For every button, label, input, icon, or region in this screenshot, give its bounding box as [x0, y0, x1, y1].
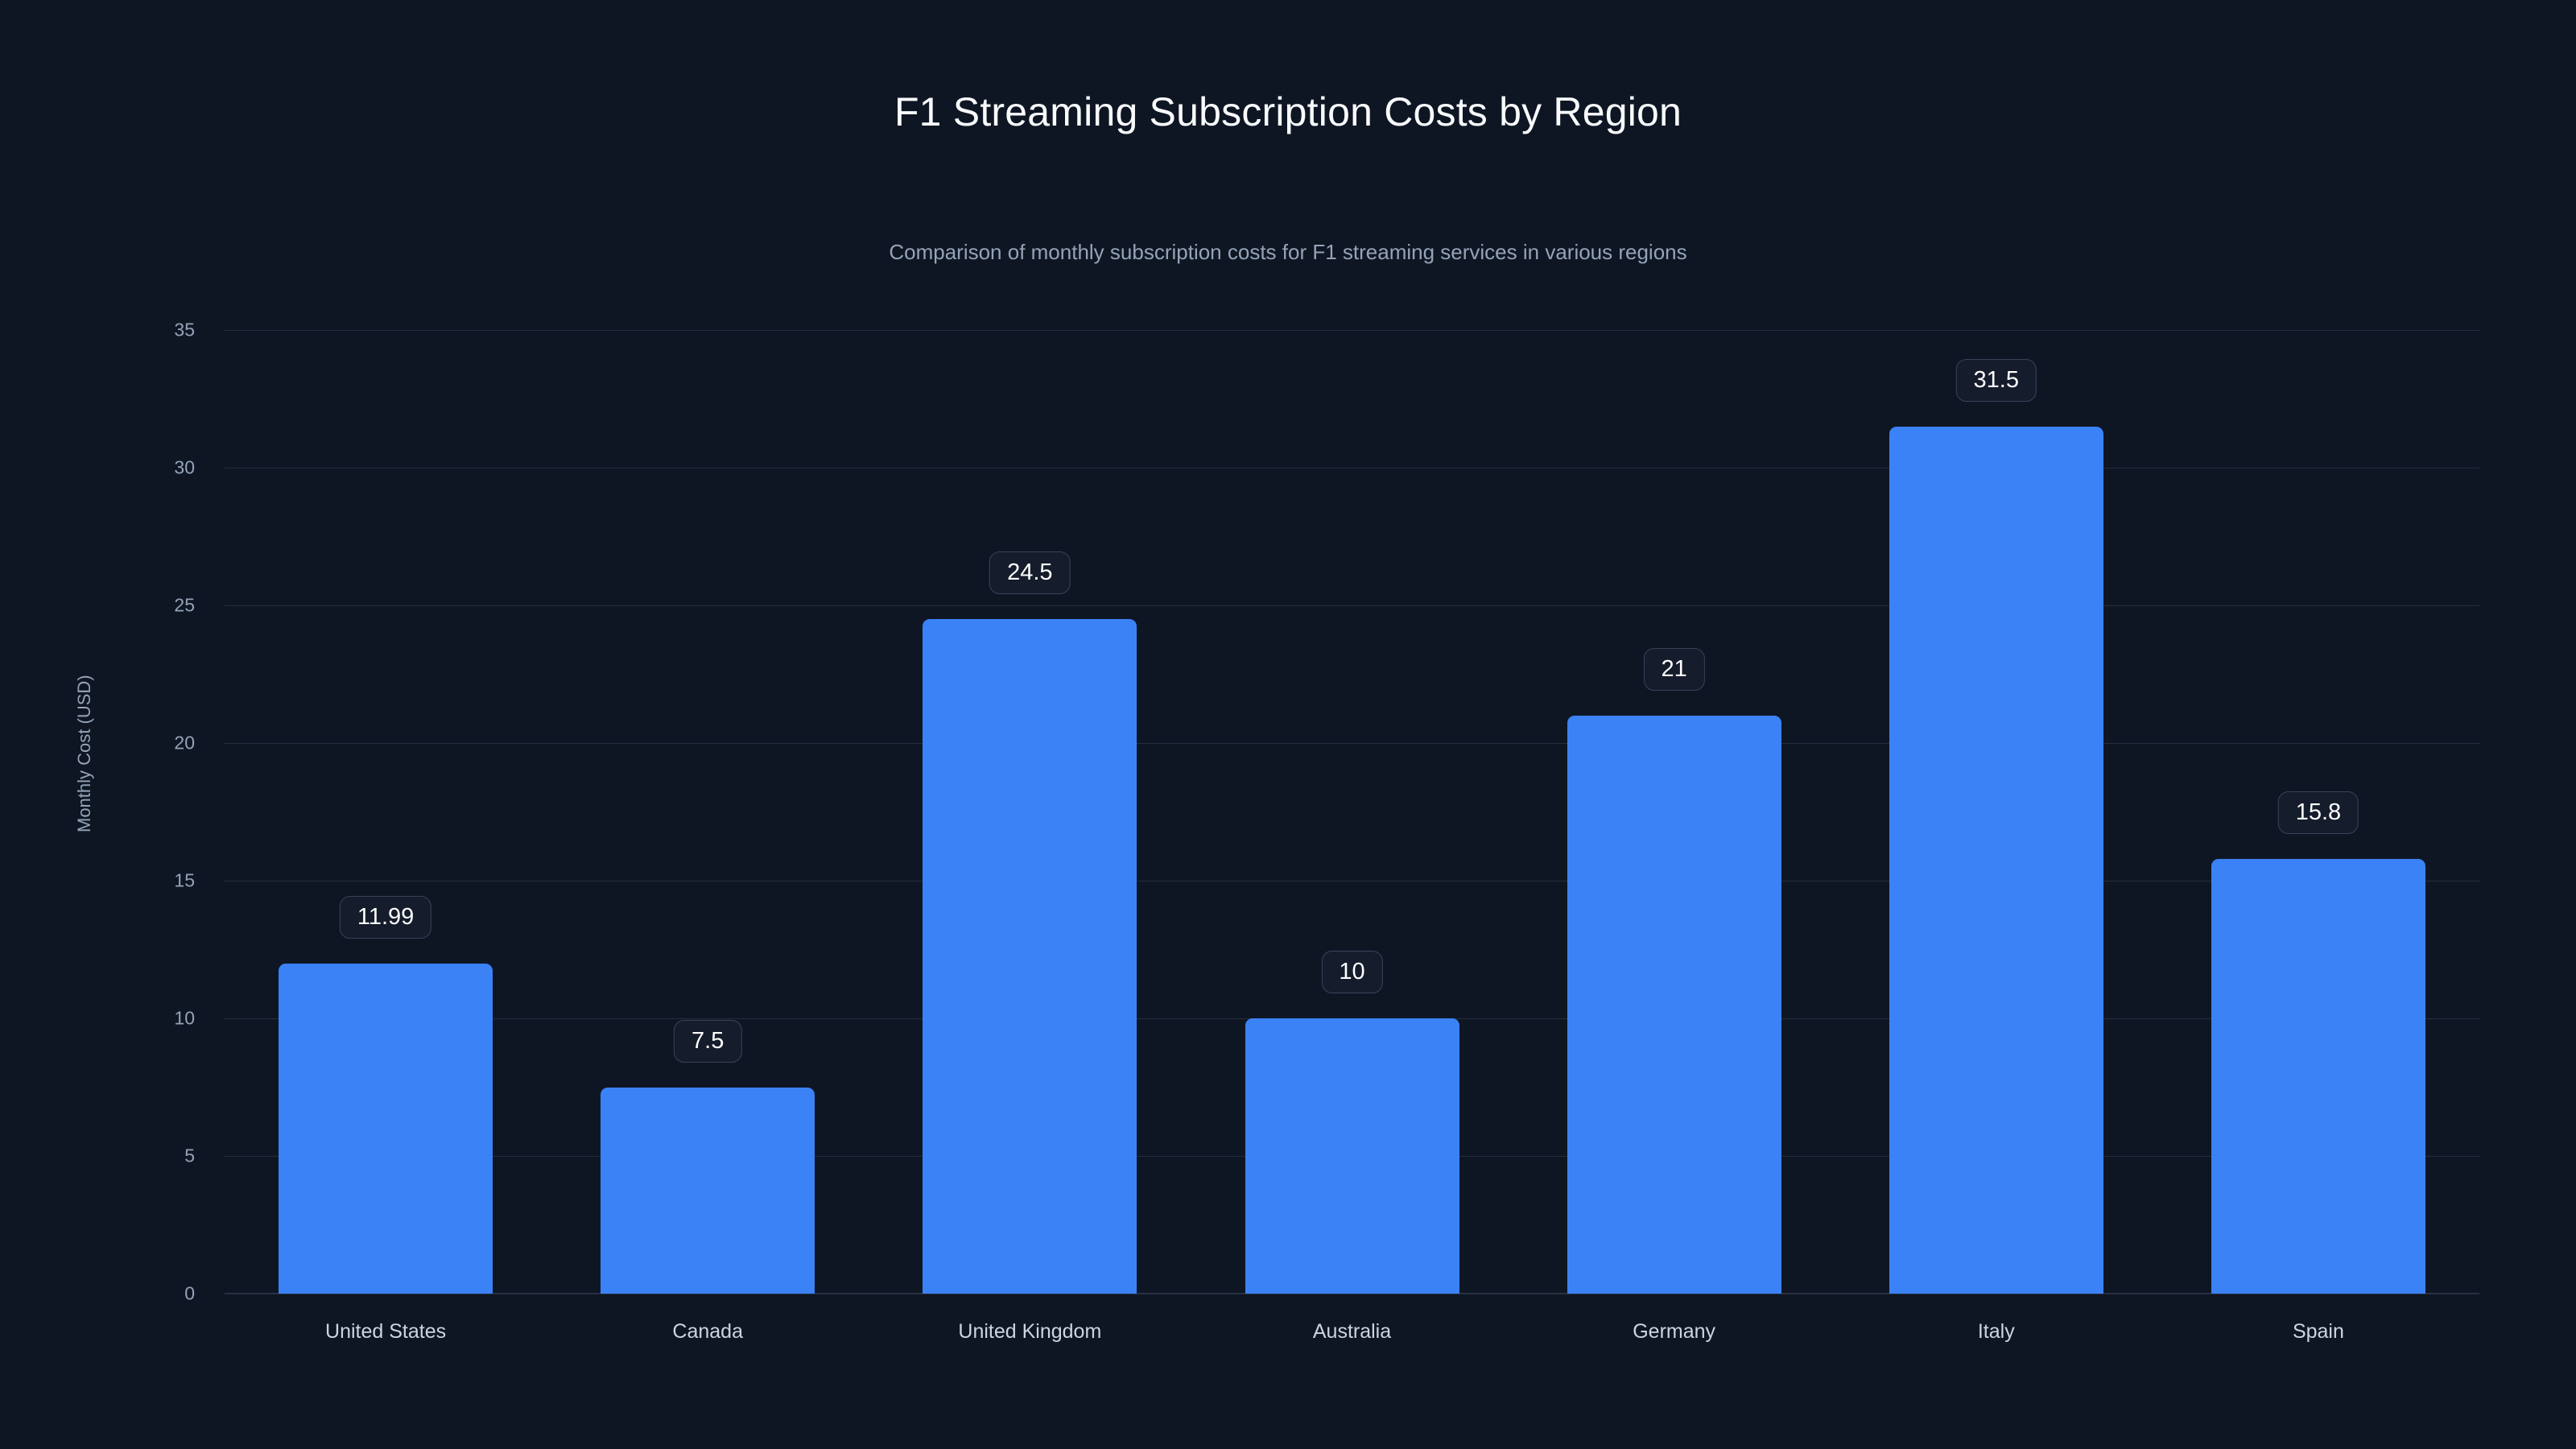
bar[interactable]: [923, 619, 1137, 1294]
y-axis-tick-label: 25: [174, 594, 195, 616]
y-axis-tick-label: 15: [174, 869, 195, 891]
bar-value-label: 15.8: [2277, 791, 2359, 834]
bar-value-label: 31.5: [1955, 358, 2037, 402]
x-axis-tick-label: Spain: [2292, 1320, 2344, 1343]
bar[interactable]: [1567, 715, 1781, 1294]
bar[interactable]: [2211, 858, 2425, 1294]
bar-value-label: 24.5: [989, 551, 1071, 595]
chart-title: F1 Streaming Subscription Costs by Regio…: [894, 89, 1682, 134]
y-axis-tick-label: 0: [184, 1282, 195, 1304]
bar-value-label: 7.5: [674, 1019, 742, 1063]
y-axis-tick-label: 20: [174, 732, 195, 753]
gridline: [225, 605, 2479, 606]
bar[interactable]: [1889, 426, 2103, 1294]
chart-subtitle: Comparison of monthly subscription costs…: [889, 240, 1687, 264]
bar-value-label: 21: [1643, 647, 1705, 691]
bar[interactable]: [1245, 1018, 1459, 1294]
x-axis-tick-label: Italy: [1977, 1320, 2015, 1343]
gridline: [225, 743, 2479, 744]
x-axis-tick-label: United States: [325, 1320, 447, 1343]
x-axis-tick-label: Australia: [1312, 1320, 1392, 1343]
y-axis-tick-label: 5: [184, 1145, 195, 1166]
y-axis-tick-label: 35: [174, 319, 195, 341]
x-axis-tick-label: Canada: [672, 1320, 743, 1343]
bar[interactable]: [279, 963, 493, 1294]
x-axis-tick-label: Germany: [1633, 1320, 1716, 1343]
bar-value-label: 10: [1321, 951, 1383, 993]
y-axis-tick-label: 10: [174, 1007, 195, 1029]
gridline: [225, 330, 2479, 331]
plot-area: [225, 330, 2479, 1294]
y-axis-tick-label: 30: [174, 456, 195, 478]
bar[interactable]: [601, 1087, 815, 1294]
bar-value-label: 11.99: [339, 895, 432, 939]
gridline: [225, 468, 2479, 469]
x-axis-tick-label: United Kingdom: [958, 1320, 1102, 1343]
